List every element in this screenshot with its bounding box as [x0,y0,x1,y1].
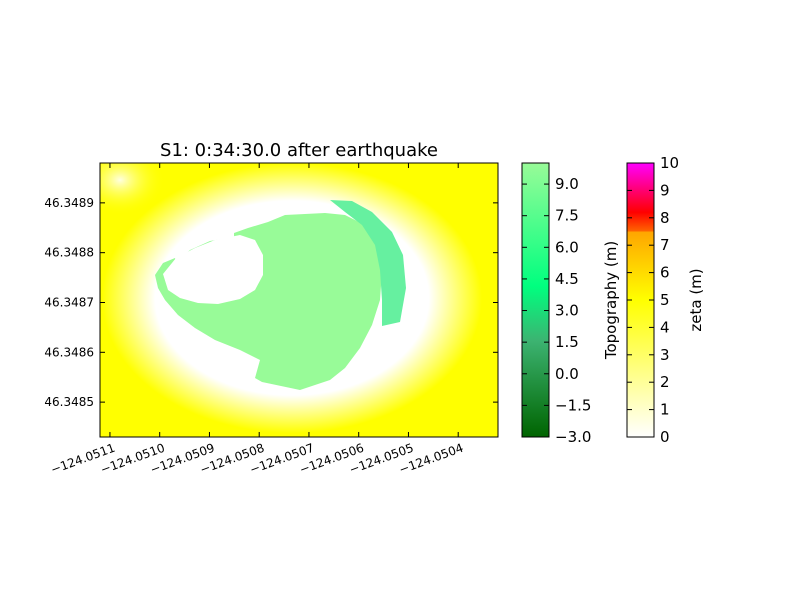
colorbar-tick-label: 9.0 [555,175,579,193]
colorbar-tick-label: 6 [660,264,670,282]
topography-colorbar-ticks: 9.0 7.5 6.0 4.5 3.0 1.5 0.0 −1.5 −3.0 [522,175,591,446]
y-tick-label: 46.3488 [44,246,94,260]
colorbar-tick-label: 6.0 [555,238,579,256]
colorbar-tick-label: 7 [660,236,670,254]
topography-colorbar: 9.0 7.5 6.0 4.5 3.0 1.5 0.0 −1.5 −3.0 Topography… [521,162,620,446]
colorbar-tick-label: 1.5 [555,333,579,351]
dry-pocket [163,235,263,304]
zeta-colorbar-label: zeta (m) [687,268,705,331]
colorbar-tick-label: −3.0 [555,428,591,446]
colorbar-tick-label: 3 [660,346,670,364]
plot-area [100,163,498,437]
chart-title: S1: 0:34:30.0 after earthquake [160,140,438,161]
topography-colorbar-gradient [521,162,550,438]
colorbar-tick-label: 9 [660,181,670,199]
colorbar-tick-label: 4.5 [555,270,579,288]
colorbar-tick-label: 1 [660,401,670,419]
colorbar-tick-label: 7.5 [555,207,579,225]
topography-colorbar-label: Topography (m) [602,241,620,360]
colorbar-tick-label: 4 [660,318,670,336]
colorbar-tick-label: 3.0 [555,302,579,320]
colorbar-tick-label: 8 [660,209,670,227]
y-tick-label: 46.3486 [44,345,94,359]
y-tick-label: 46.3487 [44,295,94,309]
y-tick-label: 46.3489 [44,196,94,210]
plot-frame [99,162,499,438]
colorbar-tick-label: 5 [660,291,670,309]
raised-ridge [330,200,406,326]
colorbar-tick-label: 0.0 [555,365,579,383]
y-tick-label: 46.3485 [44,395,94,409]
colorbar-tick-label: 10 [660,154,679,172]
y-axis-ticks: 46.3485 46.3486 46.3487 46.3488 46.3489 [44,196,498,409]
colorbar-tick-label: 0 [660,428,670,446]
colorbar-tick-label: −1.5 [555,396,591,414]
corner-glow [100,163,165,215]
colorbar-tick-label: 2 [660,373,670,391]
